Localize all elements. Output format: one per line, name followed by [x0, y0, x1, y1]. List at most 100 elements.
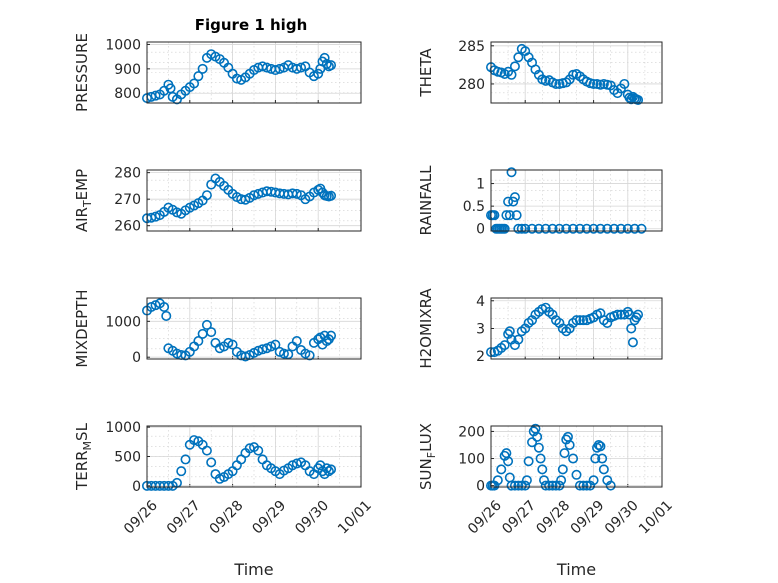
data-point [159, 301, 170, 312]
data-point [602, 223, 613, 234]
x-axis-label: Time [233, 560, 273, 579]
axes-frame [490, 297, 663, 360]
y-axis-label: AIRTEMP [73, 169, 94, 232]
data-point [506, 480, 517, 491]
data-point [619, 78, 630, 89]
data-point [509, 480, 520, 491]
data-point [636, 223, 647, 234]
data-point [253, 445, 264, 456]
data-point [513, 52, 524, 63]
data-point [597, 453, 608, 464]
data-point [539, 475, 550, 486]
x-tick-label: 09/30 [292, 498, 332, 538]
data-point [574, 480, 585, 491]
data-point [527, 223, 538, 234]
data-point [564, 439, 575, 450]
x-tick-label: 09/29 [568, 498, 608, 538]
data-point [633, 309, 644, 320]
x-tick-label: 09/27 [499, 498, 539, 538]
y-tick-label: 3 [476, 322, 485, 338]
data-point [163, 480, 174, 491]
data-point [595, 223, 606, 234]
data-point [513, 223, 524, 234]
data-point [521, 475, 532, 486]
y-tick-label: 1000 [105, 420, 141, 436]
data-point [612, 309, 623, 320]
y-tick-label: 0 [132, 479, 141, 495]
subplot-8: 0 100 200 SUNFLUX 09/2609/2709/2809/2909/301… [417, 423, 676, 579]
axes-frame [146, 297, 362, 360]
data-point [540, 480, 551, 491]
y-axis-label: RAINFALL [417, 165, 435, 236]
y-axis-label: TERRMSL [73, 422, 94, 491]
y-tick-label: 900 [114, 62, 141, 78]
data-point [561, 223, 572, 234]
axes-frame [490, 425, 663, 488]
data-point [197, 63, 208, 74]
data-point [489, 210, 500, 221]
data-point [511, 210, 522, 221]
data-point [326, 464, 337, 475]
data-point [554, 223, 565, 234]
data-point [509, 192, 520, 203]
data-point [550, 480, 561, 491]
y-tick-label: 285 [458, 39, 485, 55]
data-point [544, 480, 555, 491]
data-point [574, 315, 585, 326]
y-tick-label: 0 [132, 350, 141, 366]
data-point [540, 223, 551, 234]
y-tick-label: 0 [476, 479, 485, 495]
data-point [231, 460, 242, 471]
y-tick-label: 280 [114, 166, 141, 182]
axes-frame [146, 169, 362, 232]
figure-title: Figure 1 high [195, 16, 308, 34]
y-axis-label: H2OMIXRA [417, 288, 435, 369]
data-point [504, 472, 515, 483]
data-point [595, 441, 606, 452]
data-point [321, 58, 332, 69]
data-point [326, 330, 337, 341]
data-point [554, 480, 565, 491]
data-point [206, 457, 217, 468]
axes-frame [146, 425, 362, 488]
data-point [615, 223, 626, 234]
x-tick-label: 09/28 [533, 498, 573, 538]
data-point [193, 71, 204, 82]
x-tick-label: 09/26 [121, 498, 161, 538]
data-point [532, 431, 543, 442]
data-point [509, 61, 520, 72]
y-tick-label: 0.5 [463, 199, 485, 215]
data-point [189, 435, 200, 446]
data-point [626, 323, 637, 334]
x-tick-label: 09/30 [602, 498, 642, 538]
data-point [503, 456, 514, 467]
data-point [503, 196, 514, 207]
data-point [516, 480, 527, 491]
data-point [562, 431, 573, 442]
y-axis-label: PRESSURE [73, 33, 91, 112]
data-point [559, 448, 570, 459]
y-tick-label: 1000 [105, 37, 141, 53]
data-point [206, 327, 217, 338]
data-point [568, 223, 579, 234]
data-point [253, 188, 264, 199]
axes-frame [490, 169, 663, 232]
data-point [161, 310, 172, 321]
data-point [527, 437, 538, 448]
data-point [537, 464, 548, 475]
data-point [499, 223, 510, 234]
data-point [291, 188, 302, 199]
data-point [313, 68, 324, 79]
subplot-3: 260 270 280 AIRTEMP [73, 166, 362, 235]
data-point [274, 63, 285, 74]
data-point [588, 223, 599, 234]
data-point [588, 78, 599, 89]
axes-frame [146, 41, 362, 104]
data-point [323, 466, 334, 477]
data-point [508, 196, 519, 207]
data-point [550, 78, 561, 89]
data-point [270, 339, 281, 350]
data-point [176, 466, 187, 477]
subplot-4: 0 0.5 1 RAINFALL [417, 165, 663, 238]
data-point [201, 319, 212, 330]
